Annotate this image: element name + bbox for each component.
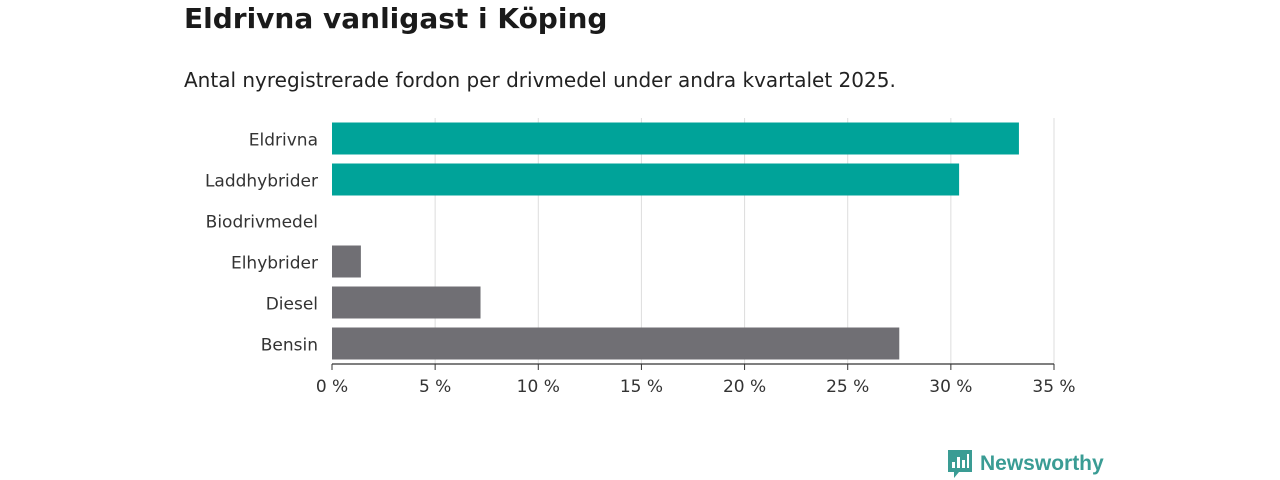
bar	[332, 245, 361, 278]
x-tick-label: 25 %	[826, 377, 869, 397]
category-label: Bensin	[261, 336, 318, 356]
category-label: Elhybrider	[231, 254, 318, 274]
x-tick-label: 10 %	[517, 377, 560, 397]
chart-title: Eldrivna vanligast i Köping	[184, 2, 608, 35]
bar	[332, 122, 1019, 155]
category-label: Laddhybrider	[205, 172, 318, 192]
category-labels: Eldrivna Laddhybrider Biodrivmedel Elhybrid…	[205, 131, 318, 356]
x-tick-label: 30 %	[929, 377, 972, 397]
chart-subtitle: Antal nyregistrerade fordon per drivmede…	[184, 68, 896, 92]
grid-lines	[434, 118, 1055, 364]
category-label: Biodrivmedel	[206, 213, 318, 233]
x-tick-label: 0 %	[316, 377, 348, 397]
category-label: Diesel	[266, 295, 318, 315]
bar	[332, 163, 960, 196]
newsworthy-logo-icon	[948, 450, 972, 478]
bars	[332, 122, 1019, 360]
bar	[332, 286, 481, 319]
brand-name: Newsworthy	[980, 452, 1104, 475]
x-tick-label: 35 %	[1032, 377, 1075, 397]
bar	[332, 327, 900, 360]
x-tick-label: 15 %	[620, 377, 663, 397]
brand-logo: Newsworthy	[948, 450, 1104, 478]
x-tick-label: 5 %	[419, 377, 451, 397]
x-axis-ticks: 0 % 5 % 10 % 15 % 20 % 25 % 30 % 35 %	[316, 363, 1076, 397]
category-label: Eldrivna	[249, 131, 318, 151]
x-tick-label: 20 %	[723, 377, 766, 397]
